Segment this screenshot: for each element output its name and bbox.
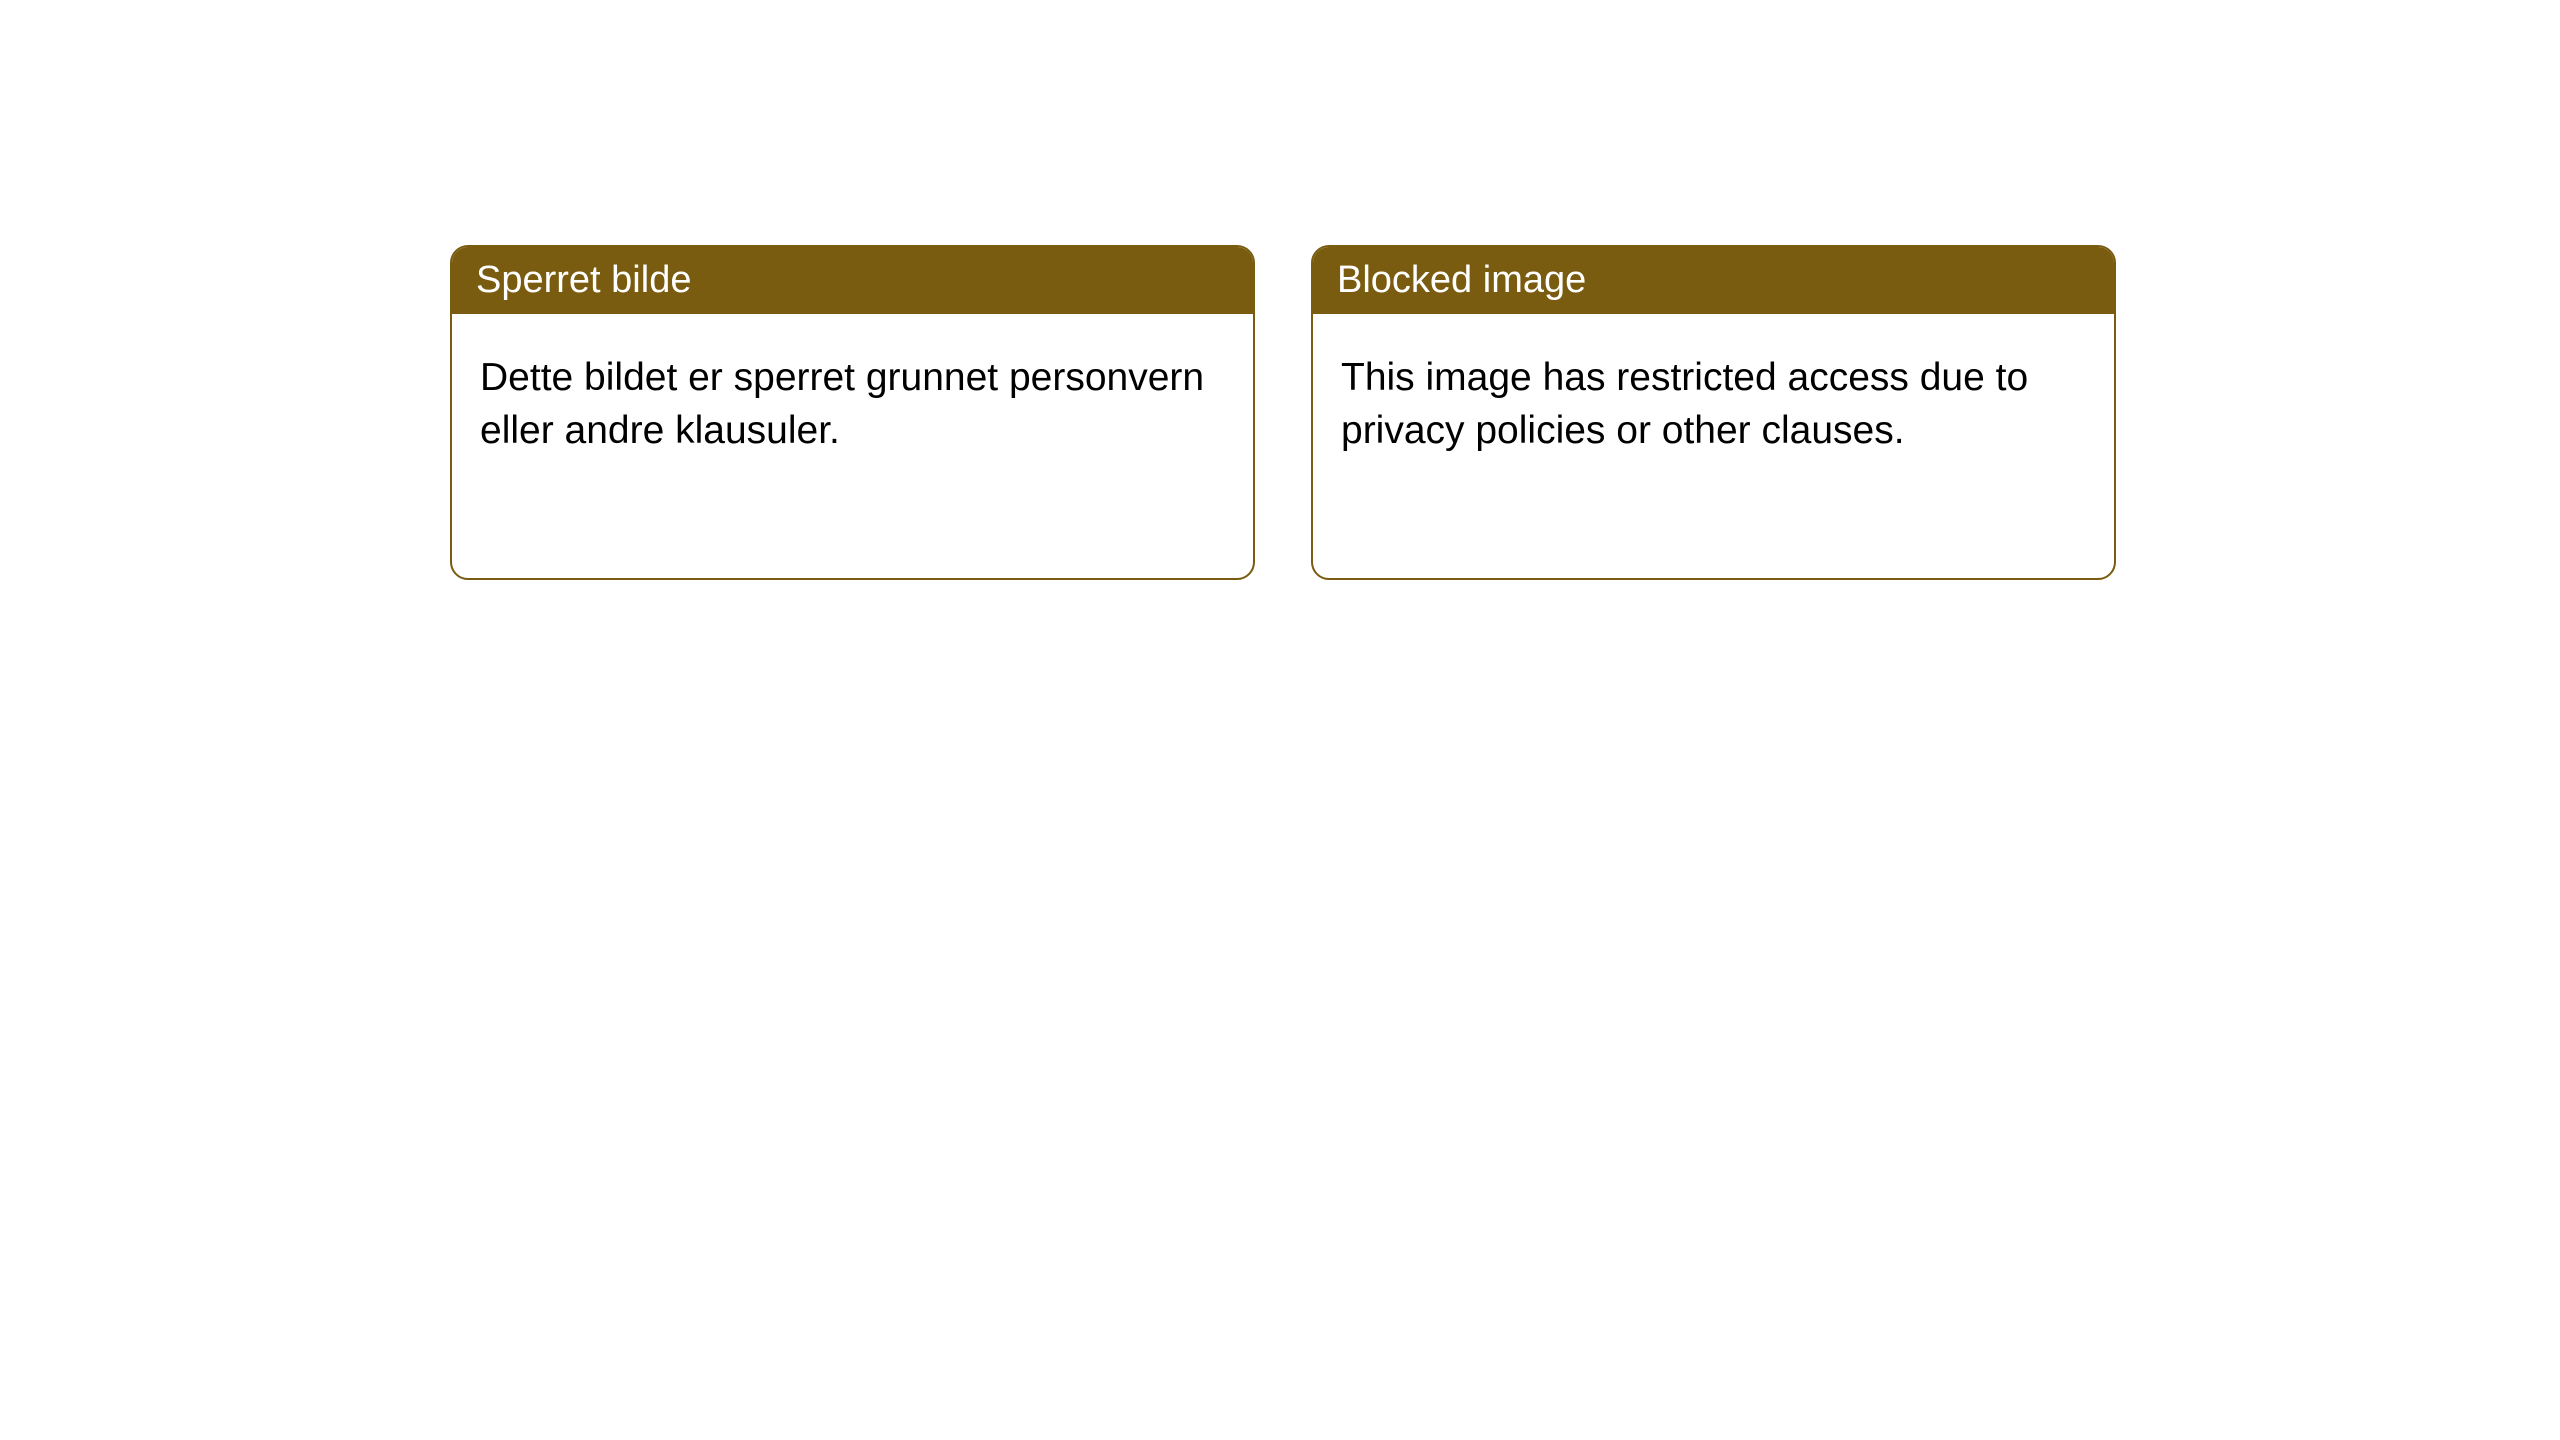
notice-message: This image has restricted access due to … [1341, 356, 2028, 452]
notice-card-header: Sperret bilde [452, 247, 1253, 314]
notice-card-norwegian: Sperret bilde Dette bildet er sperret gr… [450, 245, 1255, 580]
notice-title: Blocked image [1337, 259, 1586, 301]
notice-card-body: Dette bildet er sperret grunnet personve… [452, 314, 1253, 495]
notice-title: Sperret bilde [476, 259, 691, 301]
notice-card-container: Sperret bilde Dette bildet er sperret gr… [0, 0, 2560, 580]
notice-card-header: Blocked image [1313, 247, 2114, 314]
notice-message: Dette bildet er sperret grunnet personve… [480, 356, 1204, 452]
notice-card-body: This image has restricted access due to … [1313, 314, 2114, 495]
notice-card-english: Blocked image This image has restricted … [1311, 245, 2116, 580]
